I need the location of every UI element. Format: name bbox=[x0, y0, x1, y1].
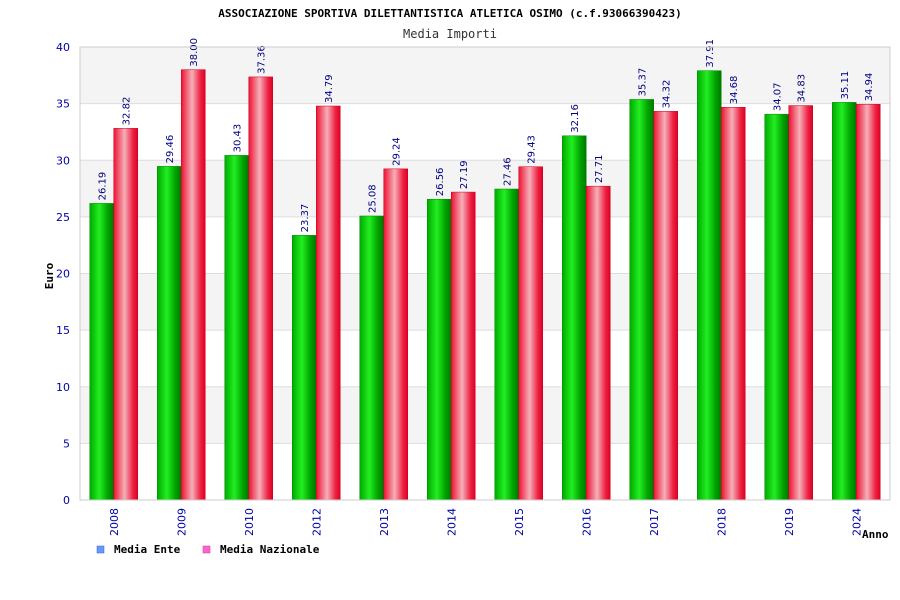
data-label: 27.46 bbox=[503, 157, 514, 186]
bar-media-ente bbox=[224, 155, 249, 501]
bars bbox=[89, 69, 881, 501]
data-label: 38.00 bbox=[189, 38, 200, 67]
bar-media-nazionale bbox=[586, 185, 611, 501]
x-tick-label: 2013 bbox=[378, 508, 391, 536]
y-tick-label: 30 bbox=[56, 154, 70, 167]
data-label: 29.43 bbox=[527, 135, 538, 164]
chart-subtitle: Media Importi bbox=[403, 27, 497, 41]
x-tick-label: 2012 bbox=[310, 508, 323, 536]
bar-media-ente bbox=[89, 203, 114, 501]
bar-media-nazionale bbox=[383, 168, 408, 501]
bar-media-nazionale bbox=[316, 105, 341, 501]
x-tick-label: 2016 bbox=[580, 508, 593, 536]
x-tick-label: 2017 bbox=[648, 508, 661, 536]
data-label: 25.08 bbox=[368, 184, 379, 213]
bar-media-nazionale bbox=[113, 128, 138, 501]
y-tick-label: 25 bbox=[56, 211, 70, 224]
data-label: 26.19 bbox=[98, 172, 109, 201]
data-label: 26.56 bbox=[435, 168, 446, 197]
data-label: 34.07 bbox=[773, 83, 784, 112]
chart-title: ASSOCIAZIONE SPORTIVA DILETTANTISTICA AT… bbox=[218, 7, 682, 20]
bar-media-nazionale bbox=[653, 111, 678, 501]
y-tick-label: 5 bbox=[63, 437, 70, 450]
y-axis-label: Euro bbox=[43, 262, 56, 289]
legend-label-media-ente: Media Ente bbox=[114, 543, 181, 556]
plot-band bbox=[80, 386, 890, 444]
plot-background bbox=[80, 47, 890, 500]
legend: Media Ente Media Nazionale bbox=[96, 543, 320, 556]
plot-frame bbox=[79, 46, 891, 501]
plot-band bbox=[80, 330, 890, 387]
plot-band bbox=[80, 443, 890, 500]
legend-label-media-nazionale: Media Nazionale bbox=[220, 543, 320, 556]
data-label: 23.37 bbox=[300, 204, 311, 233]
bar-media-nazionale bbox=[721, 106, 746, 501]
x-tick-label: 2019 bbox=[783, 508, 796, 536]
bar-media-ente bbox=[427, 198, 452, 501]
x-tick-label: 2024 bbox=[850, 508, 863, 536]
bar-media-nazionale bbox=[181, 69, 206, 501]
bar-media-nazionale bbox=[248, 76, 273, 501]
data-label: 34.94 bbox=[864, 73, 875, 102]
bar-media-ente bbox=[832, 102, 857, 501]
x-tick-label: 2015 bbox=[513, 508, 526, 536]
bar-media-ente bbox=[494, 188, 519, 501]
data-label: 29.24 bbox=[392, 137, 403, 166]
x-axis-label: Anno bbox=[862, 528, 889, 541]
x-tick-label: 2014 bbox=[445, 508, 458, 536]
bar-media-nazionale bbox=[451, 191, 476, 501]
bar-media-nazionale bbox=[856, 104, 881, 501]
bar-media-ente bbox=[629, 99, 654, 501]
bar-media-ente bbox=[157, 166, 182, 501]
bar-media-nazionale bbox=[788, 105, 813, 501]
data-label: 29.46 bbox=[165, 135, 176, 164]
bar-media-ente bbox=[764, 113, 789, 501]
y-tick-label: 20 bbox=[56, 268, 70, 281]
data-label: 34.79 bbox=[324, 74, 335, 103]
data-label: 34.32 bbox=[662, 80, 673, 109]
data-label: 32.16 bbox=[570, 104, 581, 133]
legend-swatch-media-ente bbox=[96, 545, 105, 554]
y-tick-label: 35 bbox=[56, 98, 70, 111]
bar-media-ente bbox=[697, 70, 722, 501]
x-tick-label: 2009 bbox=[175, 508, 188, 536]
y-axis-ticks: 0 5 10 15 20 25 30 35 40 bbox=[56, 41, 70, 507]
data-label: 30.43 bbox=[233, 124, 244, 153]
x-tick-label: 2010 bbox=[243, 508, 256, 536]
plot-band bbox=[80, 160, 890, 217]
data-label: 37.91 bbox=[705, 39, 716, 68]
data-label: 37.36 bbox=[257, 45, 268, 74]
x-axis-ticks: 2008 2009 2010 2012 2013 2014 2015 2016 2017 2018… bbox=[108, 508, 864, 536]
bar-media-ente bbox=[292, 235, 317, 501]
data-label: 35.37 bbox=[638, 68, 649, 97]
data-label: 32.82 bbox=[122, 97, 133, 126]
x-tick-label: 2008 bbox=[108, 508, 121, 536]
plot-band bbox=[80, 273, 890, 331]
legend-swatch-media-nazionale bbox=[202, 545, 211, 554]
x-tick-label: 2018 bbox=[715, 508, 728, 536]
y-tick-label: 40 bbox=[56, 41, 70, 54]
plot-band bbox=[80, 216, 890, 274]
data-label: 27.71 bbox=[594, 155, 605, 184]
data-labels: 26.19 32.82 29.46 38.00 30.43 37.36 23.37 34.79… bbox=[98, 38, 876, 232]
plot-band bbox=[80, 47, 890, 104]
data-label: 27.19 bbox=[459, 160, 470, 189]
data-label: 34.68 bbox=[729, 76, 740, 105]
y-tick-label: 10 bbox=[56, 381, 70, 394]
bar-media-nazionale bbox=[518, 166, 543, 501]
data-label: 34.83 bbox=[797, 74, 808, 103]
bar-media-ente bbox=[562, 135, 587, 501]
plot-band bbox=[80, 103, 890, 161]
data-label: 35.11 bbox=[840, 71, 851, 100]
bar-media-ente bbox=[359, 215, 384, 501]
y-tick-label: 15 bbox=[56, 324, 70, 337]
y-tick-label: 0 bbox=[63, 494, 70, 507]
